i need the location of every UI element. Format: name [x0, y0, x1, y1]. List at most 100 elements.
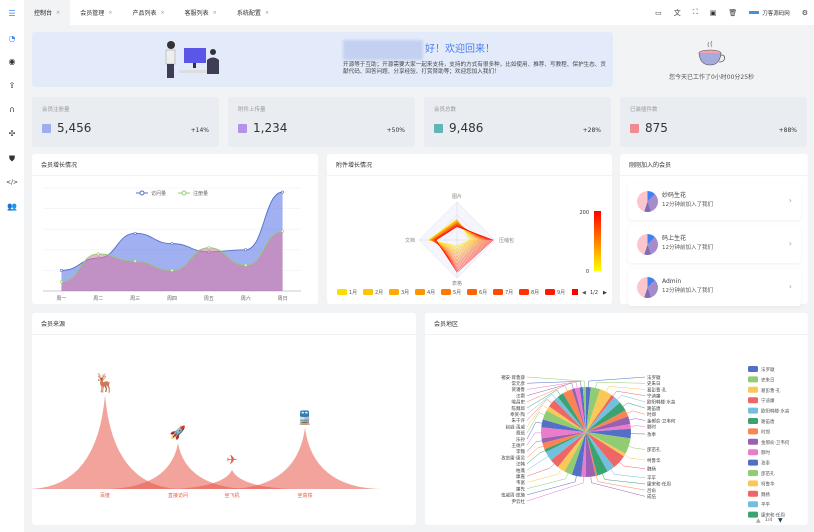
pictorial-bar — [172, 469, 292, 489]
member-item[interactable]: 码上生花 12分钟前加入了我们 › — [628, 226, 801, 263]
member-joined-time: 12分钟前加入了我们 — [662, 288, 713, 294]
fullscreen-icon[interactable]: ⛶ — [692, 8, 698, 16]
upload-icon[interactable]: ⇪ — [8, 81, 16, 90]
label-line — [526, 476, 584, 502]
pie-label: 尹云杜 — [512, 498, 526, 505]
x-tick-label: 周日 — [278, 296, 288, 302]
pictorial-bar — [32, 395, 180, 489]
pie-slice — [554, 396, 586, 432]
user-icon[interactable]: ◉ — [8, 57, 16, 66]
welcome-banner — [32, 32, 613, 87]
label-line — [526, 432, 542, 446]
member-item[interactable]: 妙码生花 12分钟前加入了我们 › — [628, 183, 801, 220]
label-line — [629, 418, 646, 421]
tab-1[interactable]: 会员管理 × — [70, 0, 122, 25]
chevron-right-icon[interactable]: › — [788, 239, 792, 248]
pie-label: 褚安·蒋鲁薛 — [501, 374, 525, 381]
data-point — [59, 280, 63, 284]
label-line — [596, 475, 646, 491]
welcome-description: 开源等于互助；开源需要大家一起来支持，支持的方式有很多种，比如使用、推荐、写教程… — [343, 62, 606, 75]
pie-label: 喻昌史 — [512, 399, 526, 406]
radar-series — [428, 219, 474, 249]
x-tick-label: 周五 — [204, 296, 214, 302]
settings-icon[interactable]: ⚙ — [801, 8, 808, 17]
data-point — [133, 259, 137, 263]
legend-swatch — [748, 428, 758, 435]
member-region-card: 会员地区 法罗徽 史朱日 葛彭曹·孔 宁迪廉 欧阳韩楼·水高 路笛唐 时郑 金郝俞·卫韦何 酆时… — [425, 313, 808, 525]
chevron-right-icon[interactable]: › — [788, 196, 792, 205]
terminal-icon[interactable]: ▣ — [709, 8, 717, 17]
close-icon[interactable]: × — [56, 9, 61, 16]
tab-3[interactable]: 客服列表 × — [175, 0, 227, 25]
legend-label: 魏杨 — [761, 491, 770, 498]
label-line — [602, 473, 646, 485]
pie-label: 金郝俞·卫韦何 — [647, 417, 676, 424]
users-icon[interactable]: 👥 — [7, 202, 17, 211]
pie-label: 陈魏郎 — [512, 405, 526, 412]
tab-2[interactable]: 产品列表 × — [122, 0, 174, 25]
legend-label: 史朱日 — [761, 376, 775, 383]
label-line — [526, 404, 548, 427]
pie-label: 李魏 — [516, 448, 525, 455]
file-icon — [238, 124, 247, 133]
pie-slice — [581, 432, 586, 477]
stat-change: +14% — [190, 127, 209, 134]
trash-icon[interactable]: 🗑 — [728, 8, 738, 17]
label-line — [624, 454, 646, 461]
legend-swatch — [748, 459, 758, 466]
legend-label: 4月 — [427, 290, 435, 296]
label-line — [617, 395, 646, 403]
close-icon[interactable]: × — [108, 9, 113, 16]
pie-label: 酆时 — [647, 423, 656, 430]
pie-slice — [586, 389, 612, 432]
headset-icon[interactable]: ∩ — [9, 105, 15, 114]
pie-slice — [586, 432, 615, 472]
translate-icon[interactable]: 文 — [673, 8, 681, 17]
avatar — [637, 234, 658, 255]
pie-slice — [546, 406, 586, 432]
monitor-icon[interactable]: ▭ — [655, 8, 662, 17]
toolbar: ▭ 文 ⛶ ▣ 🗑 刀客源码网 ⚙ — [655, 0, 808, 25]
chevron-right-icon[interactable]: › — [788, 282, 792, 291]
member-joined-time: 12分钟前加入了我们 — [662, 202, 713, 208]
radar-indicator-label: 表格 — [452, 280, 462, 287]
radar-series — [432, 222, 483, 261]
pie-slice — [571, 432, 586, 477]
tab-label: 客服列表 — [184, 10, 209, 17]
legend-label: 平平 — [761, 502, 770, 508]
legend-swatch — [748, 407, 758, 414]
shield-icon[interactable]: ⛊ — [9, 154, 15, 163]
x-tick-label: 周六 — [241, 295, 251, 302]
pie-slice — [579, 387, 586, 432]
member-item[interactable]: Admin 12分钟前加入了我们 › — [628, 269, 801, 306]
pie-slice — [542, 432, 586, 450]
label-line — [526, 412, 545, 433]
data-point — [244, 263, 248, 267]
radar-series — [430, 221, 478, 255]
data-point — [244, 248, 248, 252]
close-icon[interactable]: × — [160, 9, 165, 16]
code-icon[interactable]: </> — [5, 179, 19, 186]
pie-slice — [549, 400, 586, 432]
pie-slice — [550, 432, 586, 468]
x-tick-label: 周一 — [56, 296, 66, 302]
tab-4[interactable]: 系统配置 × — [227, 0, 279, 25]
close-icon[interactable]: × — [212, 9, 217, 16]
radar-indicator-label: 压缩包 — [499, 237, 514, 244]
cluster-icon[interactable]: ✣ — [8, 129, 16, 138]
dashboard-icon[interactable]: ◔ — [8, 34, 16, 43]
legend-swatch — [572, 289, 578, 295]
tab-label: 控制台 — [34, 10, 53, 17]
label-line — [626, 410, 646, 415]
label-line — [526, 382, 574, 396]
tab-label: 会员管理 — [80, 10, 105, 17]
close-icon[interactable]: × — [264, 9, 270, 16]
data-point — [59, 268, 63, 272]
tab-0[interactable]: 控制台 × — [24, 0, 71, 25]
menu-fold-icon[interactable]: ☰ — [8, 9, 16, 18]
user-menu[interactable]: 刀客源码网 — [749, 9, 790, 17]
data-point — [207, 246, 211, 250]
data-point — [170, 268, 174, 272]
legend-label: 欧阳韩楼·水高 — [761, 408, 790, 415]
label-line — [526, 469, 562, 483]
